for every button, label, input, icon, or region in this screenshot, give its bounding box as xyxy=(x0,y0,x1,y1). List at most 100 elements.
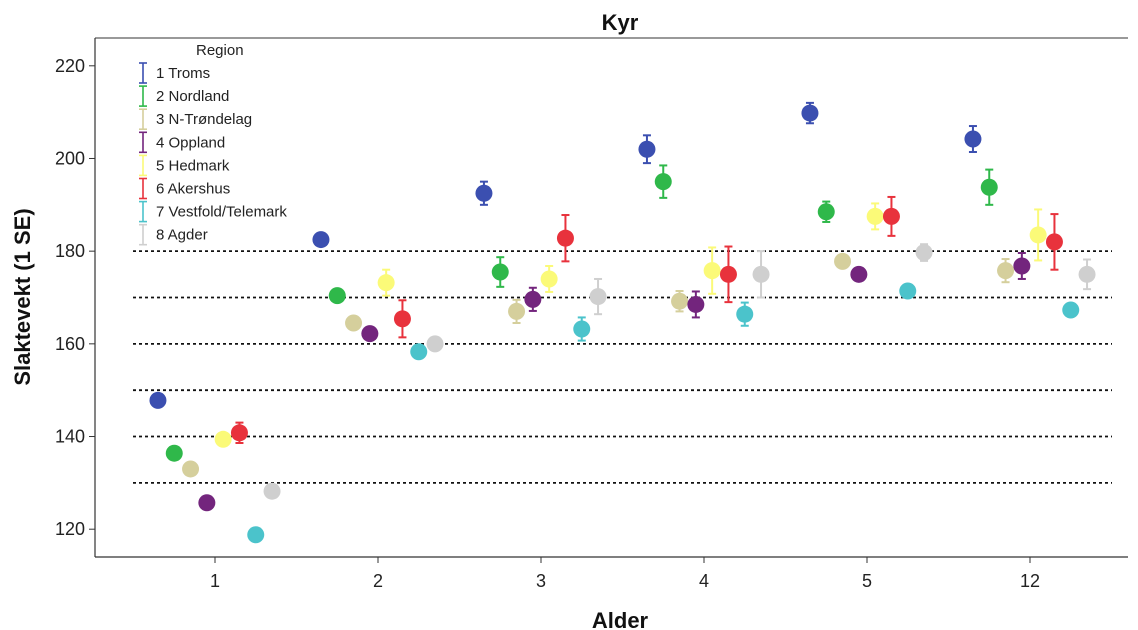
data-point xyxy=(230,421,248,445)
legend-title: Region xyxy=(196,42,244,59)
data-point xyxy=(1045,213,1063,271)
point-marker xyxy=(719,265,737,283)
legend-item: 1 Troms xyxy=(139,62,210,84)
reference-lines xyxy=(133,250,1112,484)
data-point xyxy=(801,101,819,125)
data-point xyxy=(964,125,982,153)
data-point xyxy=(997,258,1015,284)
data-point xyxy=(328,287,346,305)
point-marker xyxy=(817,203,835,221)
legend-item: 2 Nordland xyxy=(139,85,229,107)
point-marker xyxy=(426,335,444,353)
data-point xyxy=(736,301,754,327)
point-marker xyxy=(638,140,656,158)
data-point xyxy=(1013,252,1031,280)
point-marker xyxy=(198,494,216,512)
point-marker xyxy=(491,263,509,281)
point-marker xyxy=(703,262,721,280)
point-marker xyxy=(850,265,868,283)
data-point xyxy=(882,195,900,237)
legend-label: 5 Hedmark xyxy=(156,157,230,174)
point-marker xyxy=(654,173,672,191)
point-marker xyxy=(165,444,183,462)
legend-label: 1 Troms xyxy=(156,65,210,82)
data-point xyxy=(491,256,509,288)
x-tick-label: 1 xyxy=(210,571,220,591)
y-tick-label: 120 xyxy=(55,519,85,539)
point-marker xyxy=(1062,301,1080,319)
point-marker xyxy=(801,104,819,122)
point-marker xyxy=(361,325,379,343)
point-marker xyxy=(263,482,281,500)
point-marker xyxy=(556,229,574,247)
data-point xyxy=(1078,258,1096,291)
x-axis: 1 2 3 4 5 12 xyxy=(210,557,1040,591)
point-marker xyxy=(1029,226,1047,244)
y-axis: 120 140 160 180 200 220 xyxy=(55,56,95,539)
x-tick-label: 5 xyxy=(862,571,872,591)
data-point xyxy=(540,264,558,293)
data-point xyxy=(834,252,852,270)
point-marker xyxy=(1045,233,1063,251)
x-axis-label: Alder xyxy=(592,608,649,630)
legend-label: 7 Vestfold/Telemark xyxy=(156,204,287,221)
data-point xyxy=(361,325,379,343)
data-point xyxy=(980,168,998,206)
data-point xyxy=(719,245,737,304)
point-marker xyxy=(230,424,248,442)
point-marker xyxy=(508,302,526,320)
legend-item: 8 Agder xyxy=(139,223,208,246)
data-point xyxy=(475,180,493,206)
data-point xyxy=(345,314,363,332)
data-point xyxy=(899,282,917,300)
point-marker xyxy=(997,262,1015,280)
point-marker xyxy=(475,184,493,202)
legend-item: 3 N-Trøndelag xyxy=(139,108,252,130)
data-point xyxy=(410,343,428,361)
data-point xyxy=(915,243,933,262)
data-point xyxy=(589,277,607,316)
legend-label: 2 Nordland xyxy=(156,88,229,105)
legend-label: 8 Agder xyxy=(156,227,208,244)
data-point xyxy=(524,286,542,312)
data-point xyxy=(165,444,183,462)
data-point xyxy=(654,164,672,199)
y-tick-label: 200 xyxy=(55,148,85,168)
data-point xyxy=(703,246,721,295)
data-point xyxy=(687,290,705,319)
legend-item: 4 Oppland xyxy=(139,131,225,154)
data-marks xyxy=(149,101,1096,544)
data-point xyxy=(817,200,835,223)
point-marker xyxy=(524,290,542,308)
data-point xyxy=(1062,301,1080,319)
x-tick-label: 3 xyxy=(536,571,546,591)
data-point xyxy=(671,290,689,313)
y-tick-label: 220 xyxy=(55,56,85,76)
y-tick-label: 140 xyxy=(55,427,85,447)
point-marker xyxy=(328,287,346,305)
data-point xyxy=(263,482,281,500)
point-marker xyxy=(247,526,265,544)
point-marker xyxy=(752,265,770,283)
data-point xyxy=(377,268,395,297)
point-marker xyxy=(393,310,411,328)
legend-item: 7 Vestfold/Telemark xyxy=(139,200,287,223)
data-point xyxy=(508,298,526,324)
data-point xyxy=(638,134,656,165)
data-point xyxy=(393,299,411,339)
y-tick-label: 180 xyxy=(55,241,85,261)
legend-item: 6 Akershus xyxy=(139,177,230,200)
data-point xyxy=(214,430,232,448)
legend-item: 5 Hedmark xyxy=(139,154,230,177)
point-marker xyxy=(671,292,689,310)
legend-label: 6 Akershus xyxy=(156,181,230,198)
data-point xyxy=(556,214,574,263)
data-point xyxy=(149,391,167,409)
legend-label: 4 Oppland xyxy=(156,134,225,151)
point-marker xyxy=(182,460,200,478)
data-point xyxy=(426,335,444,353)
legend: Region 1 Troms 2 Nordland 3 N-Trøndelag 4 Op… xyxy=(139,42,287,246)
data-point xyxy=(866,202,884,231)
point-marker xyxy=(573,320,591,338)
